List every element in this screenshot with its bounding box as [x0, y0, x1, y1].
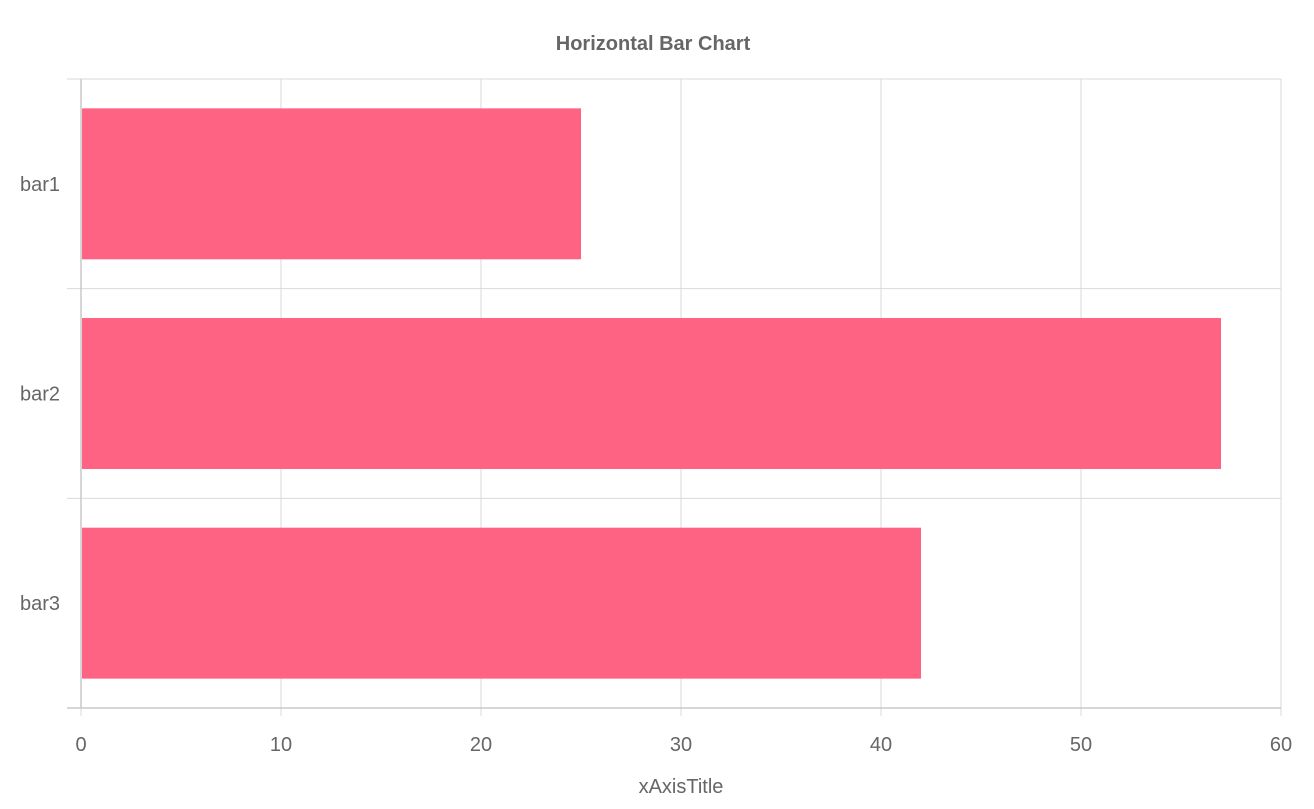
- chart-title: Horizontal Bar Chart: [556, 33, 751, 55]
- x-axis-title: xAxisTitle: [639, 776, 724, 798]
- y-tick-label: bar3: [20, 593, 60, 615]
- bar-bar1: [82, 108, 581, 260]
- axes: [67, 79, 1281, 709]
- x-tick-label: 50: [1070, 734, 1092, 756]
- x-tick-label: 60: [1270, 734, 1292, 756]
- y-tick-label: bar2: [20, 384, 60, 406]
- bar-bar2: [82, 318, 1221, 469]
- y-tick-labels: bar1 bar2 bar3: [20, 174, 60, 615]
- bars: [82, 108, 1221, 679]
- x-tick-label: 30: [670, 734, 692, 756]
- x-tick-label: 0: [75, 734, 86, 756]
- x-tick-labels: 0 10 20 30 40 50 60: [75, 734, 1292, 756]
- x-tick-label: 20: [470, 734, 492, 756]
- y-tick-label: bar1: [20, 174, 60, 196]
- x-tick-label: 40: [870, 734, 892, 756]
- bar-bar3: [82, 527, 921, 679]
- x-tick-label: 10: [270, 734, 292, 756]
